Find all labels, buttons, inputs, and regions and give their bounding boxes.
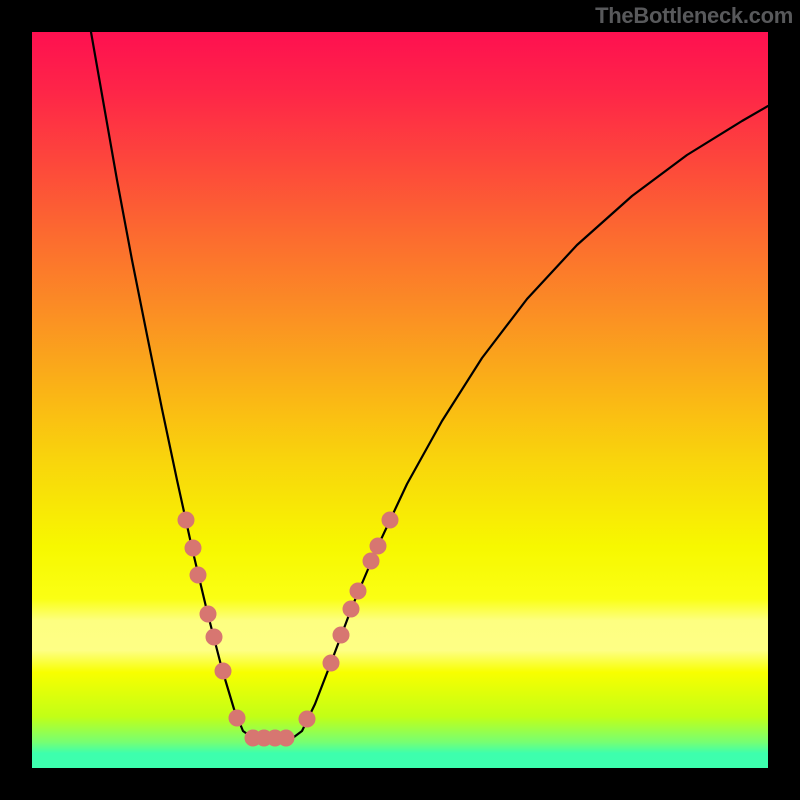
marker-point: [206, 629, 222, 645]
marker-point: [185, 540, 201, 556]
marker-point: [382, 512, 398, 528]
marker-point: [333, 627, 349, 643]
marker-point: [370, 538, 386, 554]
marker-point: [350, 583, 366, 599]
marker-point: [343, 601, 359, 617]
marker-point: [190, 567, 206, 583]
bottleneck-curve: [91, 32, 768, 737]
watermark-text: TheBottleneck.com: [595, 3, 793, 29]
plot-area: [32, 32, 768, 768]
marker-point: [229, 710, 245, 726]
marker-point: [363, 553, 379, 569]
curve-layer: [32, 32, 768, 768]
marker-point: [278, 730, 294, 746]
marker-point: [200, 606, 216, 622]
marker-point: [215, 663, 231, 679]
marker-point: [323, 655, 339, 671]
marker-point: [299, 711, 315, 727]
marker-point: [178, 512, 194, 528]
chart-frame: TheBottleneck.com: [0, 0, 800, 800]
